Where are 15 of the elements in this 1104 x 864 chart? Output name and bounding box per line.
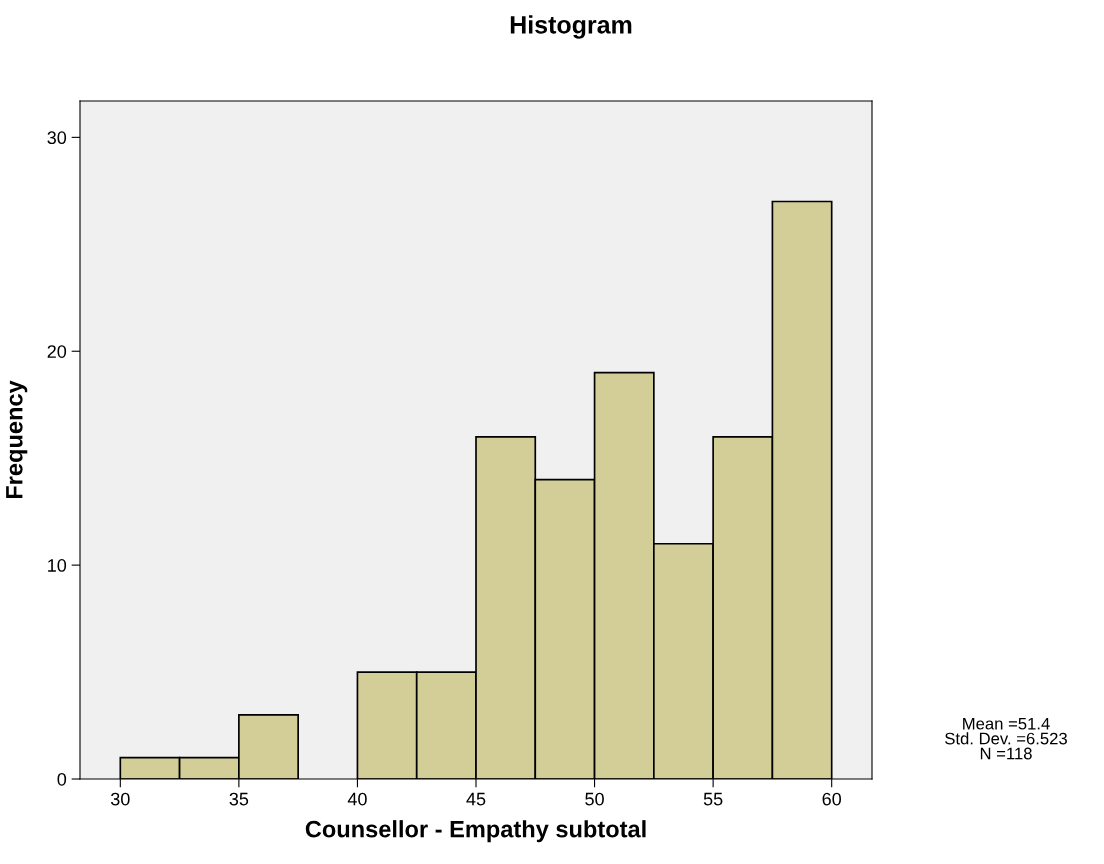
y-tick-label: 20 [47,345,67,358]
x-tick-label: 50 [585,792,604,806]
y-tick-label: 10 [48,559,67,572]
y-axis-title: Frequency [6,380,28,499]
x-tick-label: 45 [466,792,486,806]
x-tick-label: 35 [229,792,249,806]
x-axis-title: Counsellor - Empathy subtotal [305,820,646,843]
x-tick-label: 55 [703,792,723,806]
text: Mean =51.4 Std. Dev. =6.523 N =118 [945,717,1067,760]
chart-title: Histogram [510,15,632,39]
y-tick-label: 0 [57,772,67,786]
x-tick-label: 60 [822,792,842,806]
x-tick-label: 30 [110,792,130,806]
y-tick-label: 30 [47,131,67,145]
x-tick-label: 40 [347,792,367,806]
